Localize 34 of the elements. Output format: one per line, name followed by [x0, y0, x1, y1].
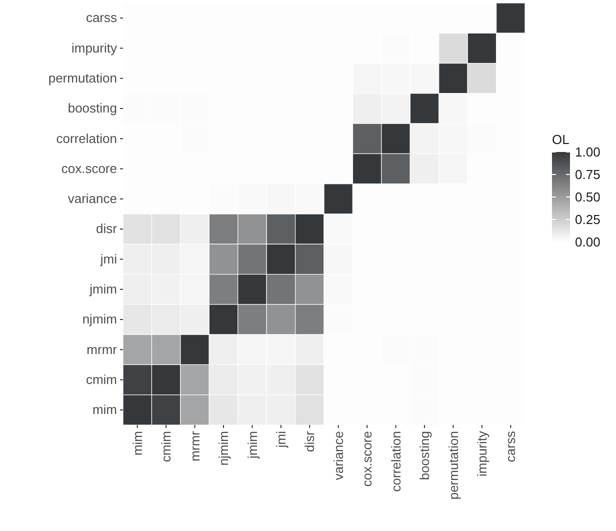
y-tick-label: cox.score — [61, 160, 117, 176]
color-bar-label: 0.25 — [575, 212, 600, 228]
y-tick-label: jmi — [99, 251, 118, 266]
y-tick-label: impurity — [71, 40, 118, 56]
x-tick-label: njmim — [216, 431, 232, 466]
x-tick-label: mim — [130, 431, 145, 456]
x-tick-label: cmim — [158, 431, 174, 462]
x-tick-label: correlation — [388, 431, 404, 492]
x-tick-label: jmi — [273, 430, 288, 449]
color-bar-label: 0.00 — [575, 234, 600, 250]
y-tick-label: correlation — [56, 130, 117, 146]
x-tick-label: carss — [503, 430, 518, 462]
x-tick-label: variance — [330, 431, 346, 480]
x-tick-label: permutation — [446, 431, 461, 500]
color-bar-label: 1.00 — [575, 144, 600, 160]
color-bar-label: 0.75 — [575, 167, 600, 182]
y-tick-label: permutation — [48, 70, 117, 86]
legend-title: OL — [552, 132, 570, 147]
y-tick-label: variance — [68, 191, 117, 206]
x-tick-label: cox.score — [360, 431, 375, 487]
x-tick-label: disr — [302, 430, 318, 452]
y-tick-label: mim — [92, 402, 117, 418]
y-tick-label: mrmr — [86, 342, 118, 357]
x-tick-label: mrmr — [187, 430, 202, 462]
y-tick-label: boosting — [68, 100, 117, 116]
y-tick-label: disr — [96, 221, 118, 236]
y-tick-label: carss — [86, 10, 118, 26]
color-bar-label: 0.50 — [575, 190, 600, 205]
y-tick-label: cmim — [86, 372, 117, 387]
x-tick-label: boosting — [417, 431, 432, 480]
x-tick-label: impurity — [474, 430, 490, 477]
y-tick-label: jmim — [88, 282, 117, 297]
x-tick-label: jmim — [244, 431, 260, 460]
y-tick-label: njmim — [82, 312, 117, 327]
